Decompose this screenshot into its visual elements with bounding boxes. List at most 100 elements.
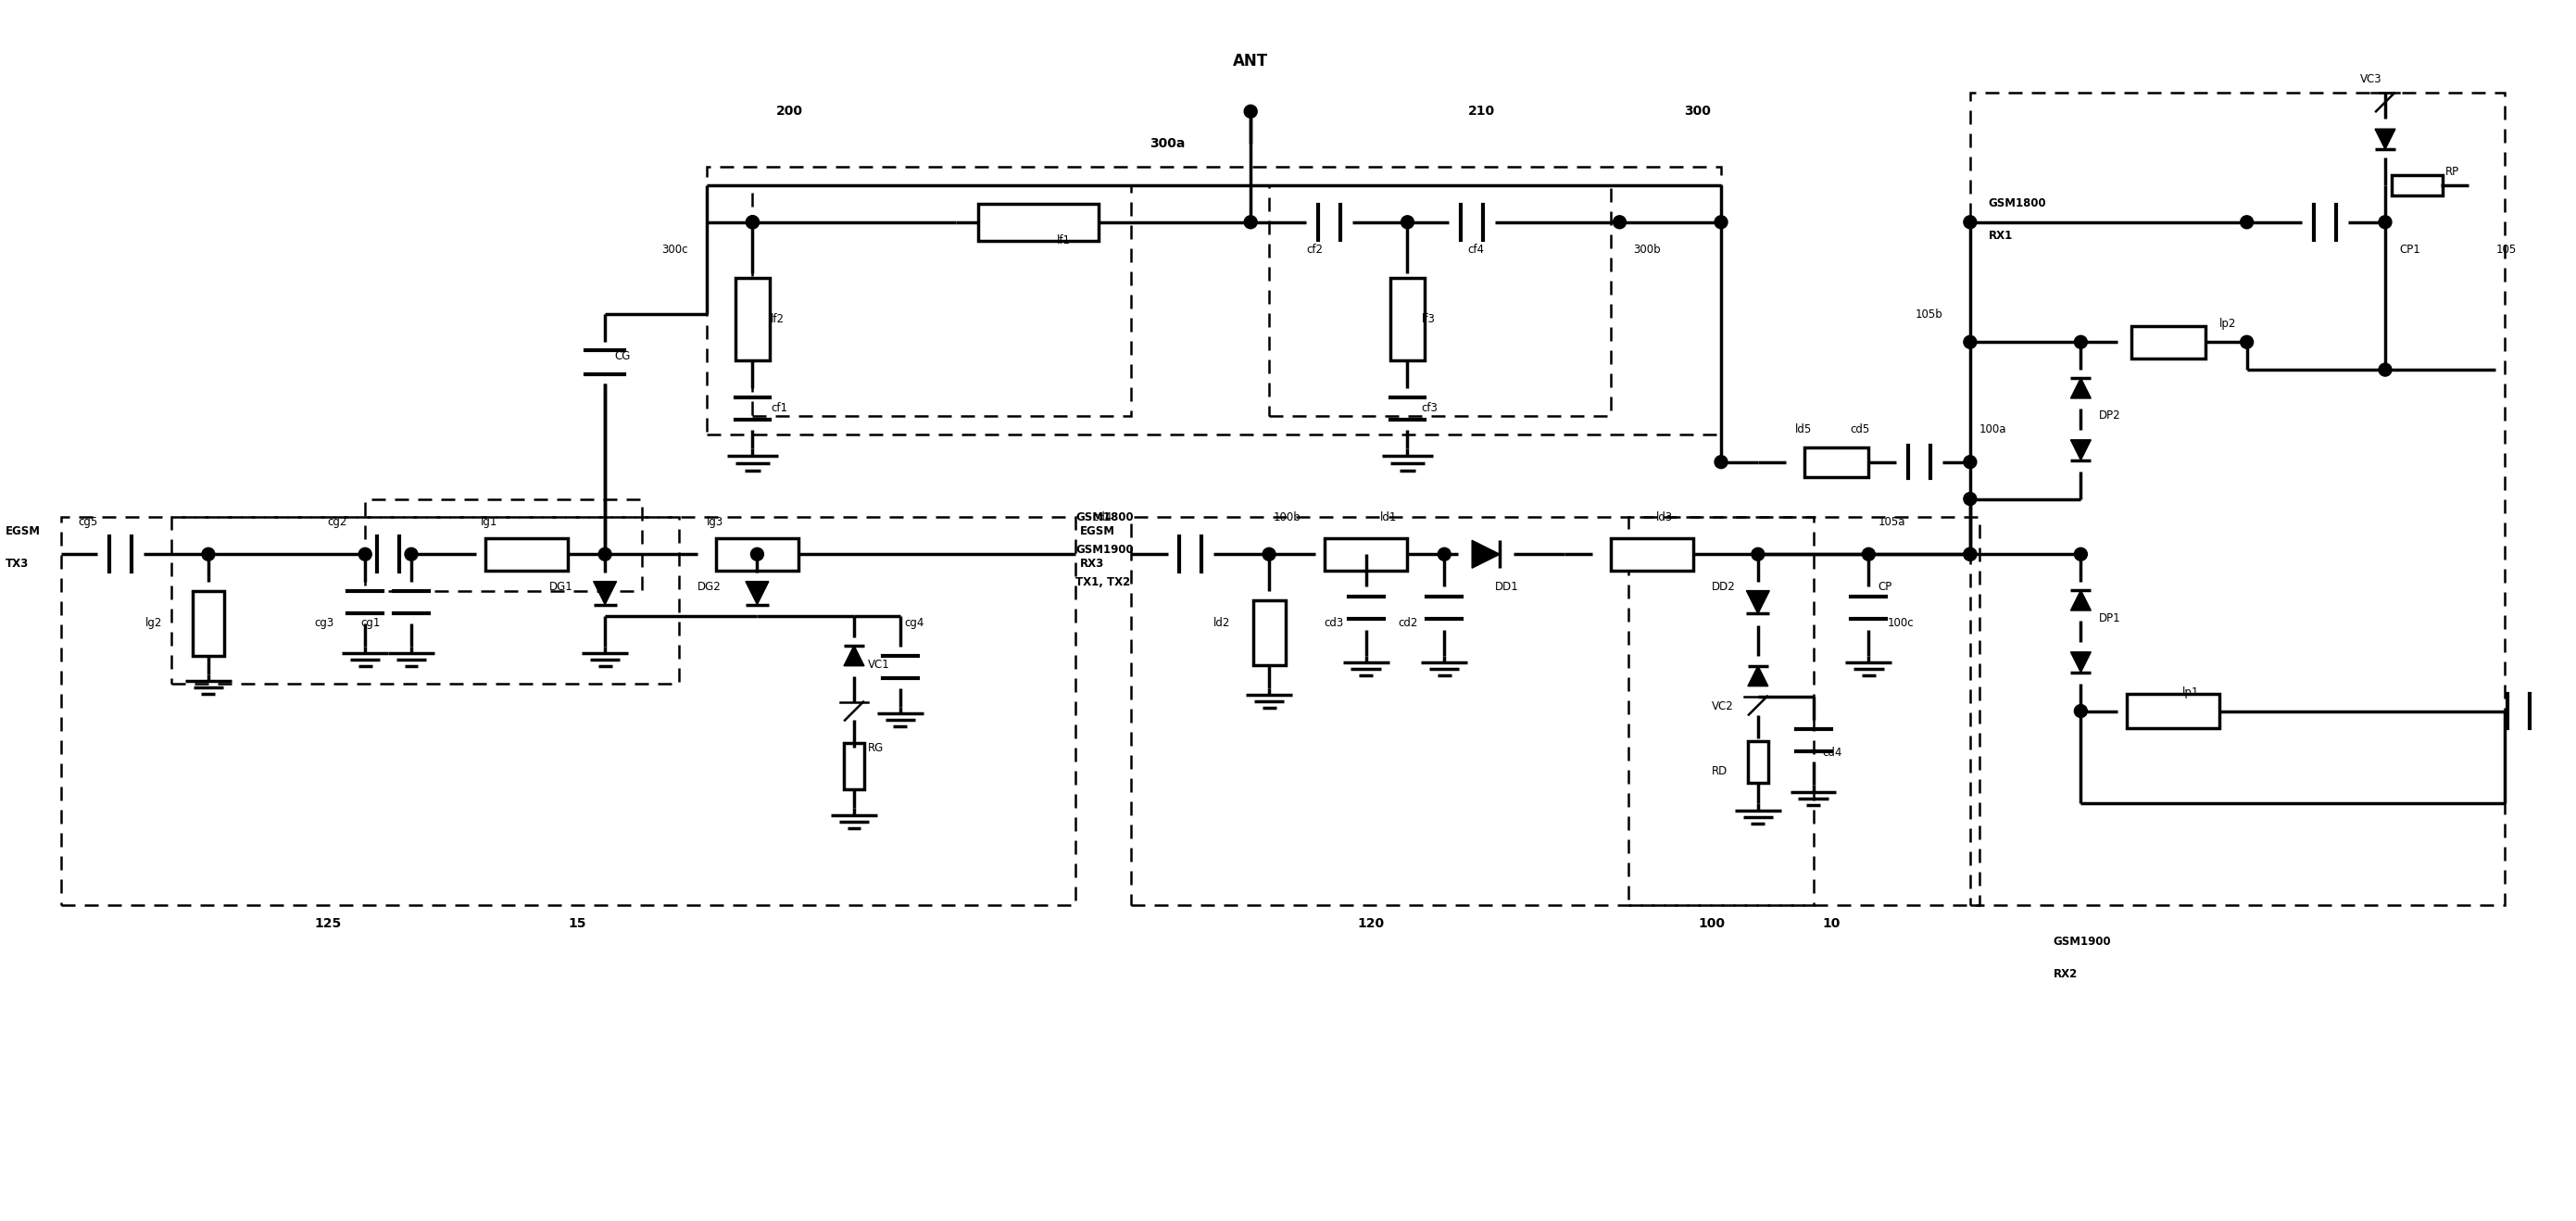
Bar (2130, 326, 2205, 358)
Text: VC3: VC3 (2360, 73, 2383, 85)
Text: lg2: lg2 (144, 618, 162, 630)
Bar (706, 167, 1721, 435)
Text: DD2: DD2 (1713, 580, 1736, 592)
Text: 100a: 100a (1978, 424, 2007, 436)
Circle shape (1862, 548, 1875, 560)
Bar (2393, 175, 2442, 195)
Text: RX3: RX3 (1079, 558, 1105, 569)
Circle shape (1963, 455, 1976, 469)
Circle shape (1244, 216, 1257, 228)
Circle shape (2074, 336, 2087, 348)
Text: CP: CP (1878, 580, 1891, 592)
Text: DG1: DG1 (549, 580, 574, 592)
Text: cd4: cd4 (1092, 512, 1113, 524)
Polygon shape (2071, 652, 2092, 673)
Text: 200: 200 (775, 105, 804, 118)
Text: lf2: lf2 (770, 313, 786, 325)
Text: DG2: DG2 (698, 580, 721, 592)
Text: cd4: cd4 (1821, 746, 1842, 758)
Text: TX3: TX3 (5, 558, 28, 569)
Circle shape (1613, 216, 1625, 228)
Text: CP1: CP1 (2398, 244, 2419, 256)
Text: RP: RP (2445, 165, 2460, 177)
Circle shape (404, 548, 417, 560)
Polygon shape (1747, 591, 1770, 614)
Text: 100b: 100b (1273, 512, 1301, 524)
Text: ld1: ld1 (1381, 512, 1396, 524)
Text: 120: 120 (1358, 917, 1383, 929)
Polygon shape (2071, 379, 2092, 398)
Text: DP2: DP2 (2099, 410, 2120, 422)
Polygon shape (592, 581, 616, 604)
Polygon shape (2071, 440, 2092, 460)
Text: 210: 210 (1468, 105, 1494, 118)
Text: 105a: 105a (1878, 516, 1906, 527)
Circle shape (1752, 548, 1765, 560)
Circle shape (1963, 216, 1976, 228)
Text: 105: 105 (2496, 244, 2517, 256)
Circle shape (747, 216, 760, 228)
Text: GSM1900: GSM1900 (2053, 935, 2112, 947)
Polygon shape (1747, 665, 1767, 686)
Text: cd5: cd5 (1850, 424, 1870, 436)
Bar (734, 277, 770, 360)
Text: lf1: lf1 (1056, 234, 1072, 247)
Text: DP1: DP1 (2099, 613, 2120, 625)
Text: lp2: lp2 (2218, 317, 2236, 330)
Circle shape (1401, 216, 1414, 228)
Circle shape (1244, 105, 1257, 118)
Text: cg4: cg4 (904, 618, 925, 630)
Bar (1324, 538, 1406, 570)
Circle shape (1437, 548, 1450, 560)
Text: lp1: lp1 (2182, 686, 2200, 698)
Bar (173, 518, 677, 684)
Text: cg2: cg2 (327, 516, 348, 527)
Circle shape (2241, 336, 2254, 348)
Text: cf2: cf2 (1306, 244, 1321, 256)
Circle shape (2074, 548, 2087, 560)
Polygon shape (845, 646, 863, 665)
Circle shape (2074, 705, 2087, 718)
Bar (1270, 186, 1610, 416)
Circle shape (201, 548, 214, 560)
Bar (845, 744, 863, 790)
Text: cf3: cf3 (1422, 403, 1437, 414)
Bar (752, 186, 1131, 416)
Text: EGSM: EGSM (1079, 525, 1115, 537)
Bar (979, 204, 1097, 241)
Text: cg3: cg3 (314, 618, 335, 630)
Bar (1610, 538, 1692, 570)
Text: 300b: 300b (1633, 244, 1662, 256)
Circle shape (750, 548, 762, 560)
Text: lg3: lg3 (706, 516, 724, 527)
Polygon shape (2071, 590, 2092, 610)
Circle shape (2378, 216, 2391, 228)
Polygon shape (1471, 541, 1499, 568)
Polygon shape (744, 581, 768, 604)
Bar (716, 538, 799, 570)
Circle shape (2241, 216, 2254, 228)
Bar (62, 518, 1074, 905)
Text: 15: 15 (569, 917, 587, 929)
Circle shape (1963, 548, 1976, 560)
Text: 100c: 100c (1888, 618, 1914, 630)
Bar (2128, 694, 2218, 729)
Circle shape (747, 216, 760, 228)
Text: lf3: lf3 (1422, 313, 1435, 325)
Text: ANT: ANT (1234, 53, 1267, 70)
Text: RX2: RX2 (2053, 968, 2076, 980)
Text: RG: RG (868, 742, 884, 755)
Text: VC1: VC1 (868, 659, 889, 672)
Bar (366, 499, 641, 591)
Text: cg1: cg1 (361, 618, 381, 630)
Text: 125: 125 (314, 917, 343, 929)
Circle shape (1963, 548, 1976, 560)
Text: GSM1900: GSM1900 (1074, 543, 1133, 556)
Text: 10: 10 (1824, 917, 1842, 929)
Text: 300: 300 (1685, 105, 1710, 118)
Text: 300c: 300c (662, 244, 688, 256)
Circle shape (598, 548, 611, 560)
Text: ld3: ld3 (1656, 512, 1674, 524)
Circle shape (1262, 548, 1275, 560)
Text: cf4: cf4 (1468, 244, 1484, 256)
